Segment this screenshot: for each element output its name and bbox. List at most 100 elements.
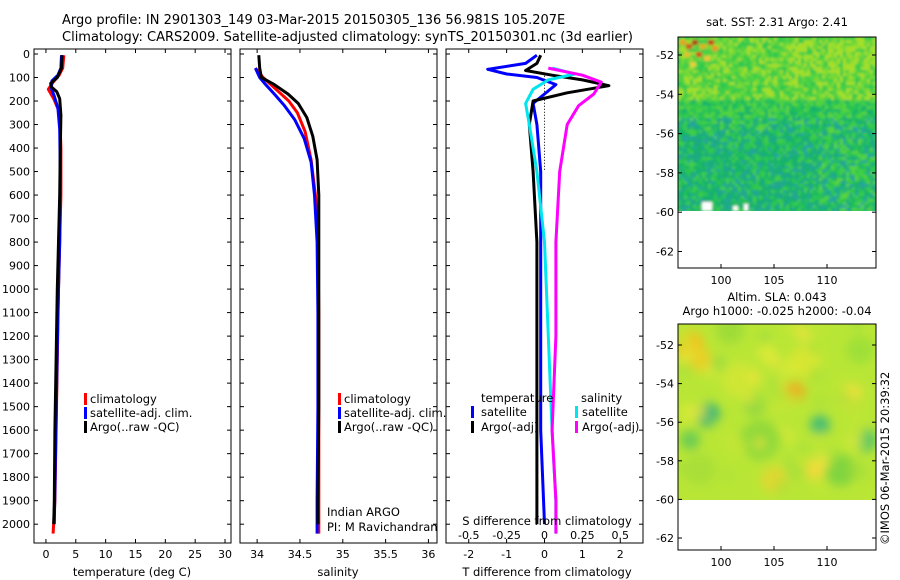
sst-cell (729, 178, 732, 181)
lat-tick-label: -60 (656, 206, 674, 219)
sst-cell (750, 43, 753, 46)
sst-cell (708, 142, 711, 145)
depth-tick-label: 0 (23, 48, 30, 61)
sst-cell (777, 193, 780, 196)
sst-cell (699, 124, 702, 127)
sst-cell (690, 199, 693, 202)
sst-cell (699, 193, 702, 196)
sst-cell (792, 139, 795, 142)
sst-cell (819, 175, 822, 178)
sst-cell (717, 73, 720, 76)
sst-cell (774, 121, 777, 124)
sst-cell (738, 124, 741, 127)
sst-cell (702, 124, 705, 127)
sst-cell (825, 187, 828, 190)
sst-cell (732, 136, 735, 139)
sst-cell (858, 55, 861, 58)
sst-cell (870, 67, 873, 70)
sst-cell (825, 58, 828, 61)
sst-cell (750, 151, 753, 154)
sst-cell (813, 40, 816, 43)
sst-cell (843, 106, 846, 109)
depth-tick-label: 2000 (2, 518, 30, 531)
sst-cell (816, 106, 819, 109)
sst-cell (804, 160, 807, 163)
sst-cell (870, 97, 873, 100)
sst-cell (726, 151, 729, 154)
sst-cell (780, 79, 783, 82)
sst-cell (726, 178, 729, 181)
sst-cell (747, 109, 750, 112)
sst-cell (813, 115, 816, 118)
sst-cell (747, 184, 750, 187)
sst-cell (834, 178, 837, 181)
sst-cell (813, 187, 816, 190)
sst-cell (837, 130, 840, 133)
sst-cell (831, 124, 834, 127)
sst-cell (693, 103, 696, 106)
sst-cell (792, 136, 795, 139)
sst-cell (759, 142, 762, 145)
sst-cell (726, 154, 729, 157)
sst-cell (744, 43, 747, 46)
sst-cell (810, 142, 813, 145)
sst-cell (726, 160, 729, 163)
sst-cell (804, 88, 807, 91)
sst-cell (852, 73, 855, 76)
sst-cell (762, 202, 765, 205)
sst-cell (780, 181, 783, 184)
sst-cell (816, 184, 819, 187)
sst-cell (795, 124, 798, 127)
sst-cell (846, 40, 849, 43)
sst-cell (810, 79, 813, 82)
sst-cell (753, 148, 756, 151)
sst-cell (747, 199, 750, 202)
sst-cell (768, 82, 771, 85)
sst-cell (696, 130, 699, 133)
sst-cell (813, 76, 816, 79)
sst-cell (855, 121, 858, 124)
sst-cell (801, 133, 804, 136)
legend-climatology: climatology (344, 392, 411, 406)
sst-cell (687, 205, 690, 208)
sst-cell (861, 100, 864, 103)
sst-cell (741, 85, 744, 88)
sst-cell (741, 118, 744, 121)
sst-cell (744, 169, 747, 172)
sst-cell (792, 166, 795, 169)
sst-cell (840, 58, 843, 61)
sst-cell (798, 112, 801, 115)
sst-cell (798, 160, 801, 163)
sst-cell (795, 154, 798, 157)
sst-cell (762, 163, 765, 166)
sst-cell (780, 73, 783, 76)
sst-cell (759, 43, 762, 46)
sst-cell (681, 118, 684, 121)
sst-cell (804, 154, 807, 157)
sst-cell (729, 166, 732, 169)
sst-cell (714, 145, 717, 148)
sst-cell (798, 37, 801, 40)
sst-cell (747, 118, 750, 121)
sst-cell (738, 187, 741, 190)
sst-cell (789, 139, 792, 142)
sst-cell (714, 172, 717, 175)
sst-cell (795, 163, 798, 166)
sst-cell (729, 121, 732, 124)
sst-cell (810, 187, 813, 190)
sst-cell (828, 190, 831, 193)
sst-cell (717, 172, 720, 175)
sst-cell (732, 94, 735, 97)
sst-cell (873, 154, 876, 157)
sst-cell (795, 58, 798, 61)
sst-cell (846, 73, 849, 76)
sst-cell (861, 205, 864, 208)
sst-cell (681, 124, 684, 127)
sla-heatmap (678, 324, 876, 500)
sst-cell (861, 142, 864, 145)
sst-cell (738, 157, 741, 160)
sst-cell (765, 154, 768, 157)
sst-cell (828, 85, 831, 88)
sst-cell (828, 136, 831, 139)
sst-cell (780, 67, 783, 70)
